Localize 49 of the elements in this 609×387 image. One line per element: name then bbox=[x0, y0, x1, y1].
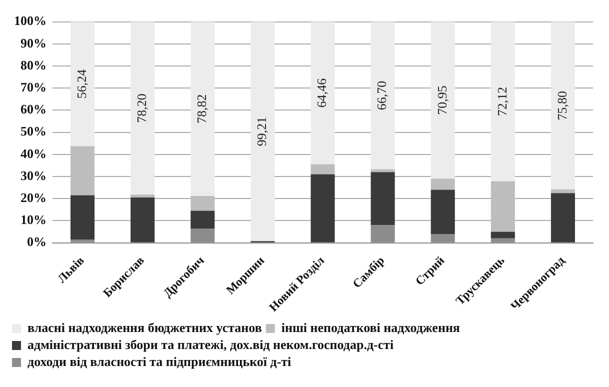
y-tick-label: 100% bbox=[14, 13, 46, 28]
bar bbox=[430, 190, 455, 234]
data-label: 56,24 bbox=[74, 68, 89, 99]
bar bbox=[550, 193, 575, 242]
bar bbox=[130, 22, 155, 195]
bar bbox=[190, 196, 215, 211]
y-tick-label: 90% bbox=[20, 35, 46, 50]
bar bbox=[310, 22, 335, 164]
bar bbox=[130, 198, 155, 242]
data-label: 70,95 bbox=[434, 86, 450, 115]
bar bbox=[130, 194, 155, 198]
legend-label: доходи від власності та підприємницької д-ті bbox=[28, 354, 292, 369]
y-tick-label: 60% bbox=[20, 102, 46, 117]
bar bbox=[550, 22, 575, 190]
data-label: 66,70 bbox=[374, 80, 390, 110]
legend-label: адміністративні збори та платежі, дох.від неком.господар.д-сті bbox=[28, 336, 394, 352]
data-label: 72,12 bbox=[494, 86, 510, 116]
y-tick-label: 40% bbox=[20, 146, 46, 161]
bar bbox=[70, 195, 95, 240]
y-tick-label: 20% bbox=[20, 190, 46, 205]
bar bbox=[190, 210, 215, 228]
y-tick-label: 50% bbox=[20, 124, 46, 139]
bar bbox=[370, 172, 395, 226]
bar bbox=[70, 22, 95, 146]
data-label: 99,21 bbox=[254, 116, 270, 146]
bar bbox=[490, 22, 515, 182]
bar bbox=[550, 189, 575, 194]
y-tick-label: 0% bbox=[27, 234, 46, 250]
bar bbox=[70, 146, 95, 196]
data-label: 78,20 bbox=[134, 94, 150, 123]
data-label: 75,80 bbox=[554, 90, 570, 120]
bar bbox=[190, 22, 215, 196]
legend-label: власні надходження бюджетних установ bbox=[28, 320, 262, 335]
y-tick-label: 80% bbox=[20, 57, 46, 72]
data-label: 78,82 bbox=[194, 94, 210, 124]
bar bbox=[310, 174, 335, 242]
bar bbox=[250, 22, 275, 242]
bar bbox=[430, 178, 455, 190]
y-tick-label: 30% bbox=[20, 168, 46, 183]
bar bbox=[490, 232, 515, 238]
bar bbox=[370, 22, 395, 170]
data-label: 64,46 bbox=[314, 78, 330, 108]
bar bbox=[430, 22, 455, 179]
bar bbox=[490, 181, 515, 232]
y-tick-label: 70% bbox=[20, 79, 46, 94]
bar bbox=[370, 169, 395, 172]
legend-label: інші неподаткові надходження bbox=[281, 320, 460, 335]
bar bbox=[310, 164, 335, 174]
y-tick-label: 10% bbox=[20, 212, 46, 228]
